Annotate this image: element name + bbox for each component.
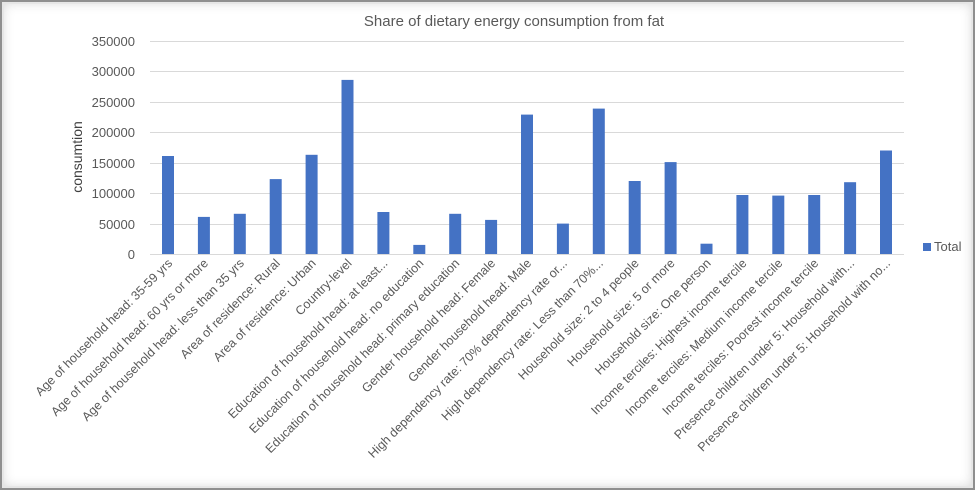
bar <box>844 182 857 254</box>
bar <box>233 213 246 254</box>
legend: Total <box>923 239 962 254</box>
bar <box>377 212 390 254</box>
bar <box>664 162 677 254</box>
y-axis-ticks: 0 50000 100000 150000 200000 250000 300000 3500… <box>92 34 135 262</box>
bar <box>592 108 605 254</box>
legend-swatch-total <box>923 243 931 251</box>
y-tick-label: 50000 <box>99 217 135 232</box>
y-tick-label: 200000 <box>92 125 135 140</box>
bar <box>413 244 426 254</box>
y-tick-label: 250000 <box>92 95 135 110</box>
bar <box>341 79 354 255</box>
bar <box>449 213 462 254</box>
bar <box>556 223 569 254</box>
x-category-label: Age of household head: 35-59 yrs <box>33 256 176 399</box>
chart-title: Share of dietary energy consumption from… <box>364 13 665 30</box>
bar <box>521 114 533 254</box>
bar <box>736 195 749 254</box>
bar <box>305 154 318 254</box>
y-tick-label: 300000 <box>92 64 135 79</box>
y-axis-label: consumtion <box>69 121 85 193</box>
x-category-label: Age of household head: less than 35 yrs <box>79 256 247 424</box>
bar <box>700 243 713 254</box>
bar <box>808 195 821 254</box>
y-tick-label: 100000 <box>92 186 135 201</box>
y-tick-label: 350000 <box>92 34 135 49</box>
y-tick-label: 0 <box>128 247 135 262</box>
legend-label-total: Total <box>934 239 962 254</box>
bar <box>269 179 282 254</box>
bar <box>628 181 641 254</box>
x-category-label: Age of household head: 60 yrs or more <box>48 256 211 419</box>
bar <box>197 216 210 254</box>
bar <box>880 150 892 254</box>
bar <box>162 156 174 254</box>
bar <box>772 195 785 254</box>
bar <box>485 219 498 254</box>
bars <box>162 79 892 255</box>
y-tick-label: 150000 <box>92 156 135 171</box>
